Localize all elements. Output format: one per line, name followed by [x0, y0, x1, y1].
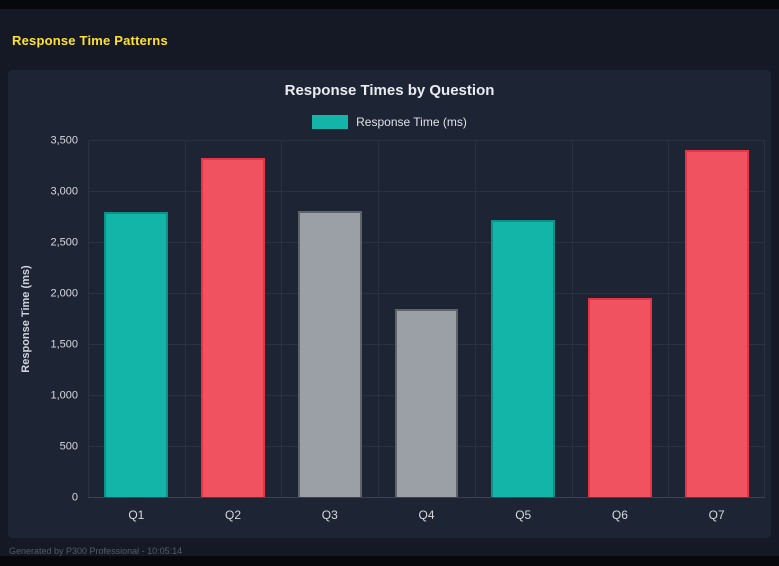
x-tick-label-q7: Q7	[708, 508, 725, 522]
plot-area	[88, 140, 765, 498]
chart-panel: Response Times by Question Response Time…	[8, 70, 771, 538]
bar-q7[interactable]	[684, 150, 749, 498]
y-tick-label: 1,000	[50, 389, 78, 402]
legend-label: Response Time (ms)	[356, 115, 467, 129]
y-tick-label: 3,500	[50, 134, 78, 147]
x-tick-label-q1: Q1	[128, 508, 145, 522]
y-tick-label: 0	[71, 491, 78, 504]
footer-note: Generated by P300 Professional - 10:05:1…	[9, 546, 183, 556]
top-window-edge	[0, 0, 779, 9]
gridline-vertical	[88, 141, 89, 498]
gridline-vertical	[474, 141, 476, 498]
gridline-horizontal	[88, 242, 765, 243]
y-tick-label: 2,500	[50, 236, 78, 249]
y-tick-label: 1,500	[50, 338, 78, 351]
legend-item[interactable]: Response Time (ms)	[312, 115, 467, 129]
gridline-horizontal	[88, 140, 765, 141]
x-axis-line	[88, 497, 765, 498]
gridline-horizontal	[88, 191, 765, 192]
bar-q2[interactable]	[201, 158, 265, 498]
gridline-vertical	[764, 141, 765, 498]
legend-color-swatch	[312, 115, 349, 129]
gridline-vertical	[571, 141, 573, 498]
x-axis-tick-labels: Q1 Q2 Q3 Q4 Q5 Q6 Q7	[88, 508, 765, 524]
bar-q1[interactable]	[104, 212, 169, 498]
chart-legend: Response Time (ms)	[8, 115, 771, 129]
gridline-horizontal	[88, 293, 765, 294]
x-tick-label-q4: Q4	[418, 508, 435, 522]
bar-q6[interactable]	[588, 298, 652, 498]
bar-q4[interactable]	[394, 309, 459, 498]
page-title: Response Time Patterns	[12, 33, 168, 48]
y-tick-label: 500	[59, 440, 78, 453]
y-axis-tick-labels: 0 500 1,000 1,500 2,000 2,500 3,000 3,500	[8, 135, 78, 503]
x-tick-label-q6: Q6	[611, 508, 628, 522]
gridline-vertical	[184, 141, 186, 498]
bar-q5[interactable]	[491, 219, 556, 498]
x-tick-label-q5: Q5	[515, 508, 532, 522]
gridline-vertical	[378, 141, 380, 498]
x-tick-label-q2: Q2	[225, 508, 242, 522]
gridline-vertical	[281, 141, 283, 498]
y-tick-label: 2,000	[50, 287, 78, 300]
bottom-window-edge	[0, 556, 779, 566]
x-tick-label-q3: Q3	[321, 508, 338, 522]
y-tick-label: 3,000	[50, 185, 78, 198]
gridline-vertical	[668, 141, 670, 498]
chart-title: Response Times by Question	[284, 82, 495, 99]
bar-q3[interactable]	[297, 211, 362, 498]
